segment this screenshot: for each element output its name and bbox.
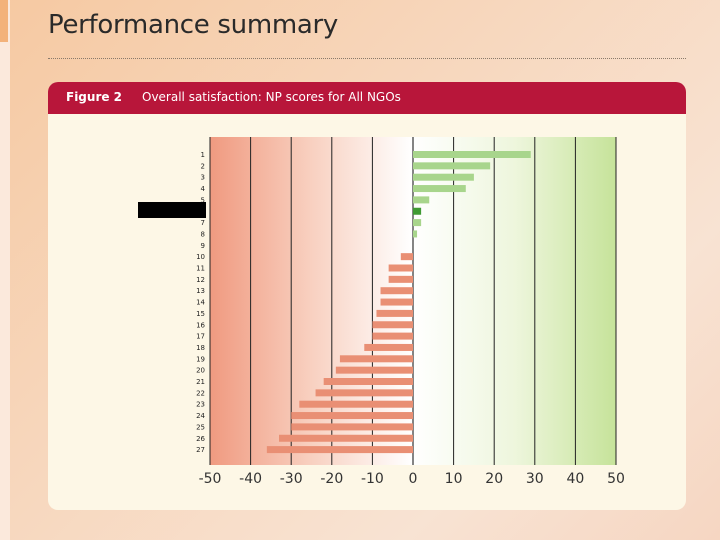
bar — [413, 230, 418, 238]
bar — [380, 298, 413, 306]
bar — [339, 355, 413, 363]
x-tick-label: -30 — [280, 471, 303, 487]
y-tick-label: 12 — [196, 276, 205, 284]
y-tick-label: 20 — [196, 367, 205, 375]
y-tick-label: 15 — [196, 310, 205, 318]
bar — [413, 207, 422, 215]
left-edge-strip — [0, 0, 10, 540]
bar — [323, 378, 413, 385]
bar — [291, 412, 413, 420]
x-tick-label: -40 — [239, 471, 262, 487]
y-tick-label: 3 — [201, 174, 205, 182]
y-tick-label: 8 — [201, 230, 205, 238]
bar — [400, 253, 413, 261]
bar — [364, 343, 413, 351]
x-tick-label: -10 — [361, 471, 384, 487]
bar — [315, 389, 413, 397]
bar — [335, 366, 413, 374]
y-tick-label: 18 — [196, 344, 205, 352]
bar — [299, 400, 413, 408]
y-tick-label: 24 — [196, 412, 205, 420]
y-tick-label: 22 — [196, 389, 205, 397]
dotted-divider — [48, 58, 686, 59]
plot-area-negative — [210, 137, 412, 465]
bar — [413, 151, 531, 158]
bar — [388, 264, 413, 272]
y-tick-label: 21 — [196, 378, 205, 386]
y-tick-label: 14 — [196, 299, 205, 307]
bar — [291, 423, 413, 431]
x-axis-labels: -50 -40 -30 -20 -10 0 10 20 30 40 50 — [199, 471, 625, 487]
y-tick-label: 19 — [196, 355, 205, 363]
bar — [376, 309, 413, 317]
y-tick-label: 4 — [201, 185, 206, 193]
y-tick-label: 16 — [196, 321, 205, 329]
y-tick-label: 26 — [196, 435, 205, 443]
corner-accent — [0, 0, 8, 42]
bar — [388, 275, 413, 283]
y-tick-label: 7 — [201, 219, 205, 227]
figure-header: Figure 2 Overall satisfaction: NP scores… — [48, 82, 686, 114]
y-tick-label: 1 — [201, 151, 205, 159]
y-tick-label: 17 — [196, 333, 205, 341]
bar — [413, 185, 466, 193]
redaction-box — [138, 202, 206, 218]
x-tick-label: 30 — [526, 471, 544, 487]
bar — [413, 162, 491, 170]
bar-series — [266, 151, 531, 454]
bar — [372, 321, 413, 329]
y-tick-label: 27 — [196, 446, 205, 454]
y-tick-label: 23 — [196, 401, 205, 409]
figure-label: Figure 2 — [66, 90, 123, 104]
x-tick-label: 0 — [409, 471, 418, 487]
y-tick-label: 9 — [201, 242, 205, 250]
y-tick-label: 13 — [196, 287, 205, 295]
x-tick-label: -50 — [199, 471, 222, 487]
x-tick-label: 50 — [607, 471, 625, 487]
y-tick-label: 10 — [196, 253, 205, 261]
y-axis-labels: 1234567891011121314151617181920212223242… — [196, 151, 205, 454]
y-tick-label: 2 — [201, 162, 205, 170]
page-title: Performance summary — [48, 10, 339, 40]
bar — [413, 196, 430, 204]
x-tick-label: 20 — [485, 471, 503, 487]
y-tick-label: 11 — [196, 265, 205, 273]
x-tick-label: 10 — [445, 471, 463, 487]
bar — [413, 219, 422, 227]
bar — [266, 446, 413, 454]
x-tick-label: 40 — [566, 471, 584, 487]
x-tick-label: -20 — [320, 471, 343, 487]
figure-title: Overall satisfaction: NP scores for All … — [142, 90, 401, 104]
bar — [279, 434, 413, 442]
y-tick-label: 25 — [196, 423, 205, 431]
y-tick-label: 5 — [201, 196, 205, 204]
bar — [380, 287, 413, 295]
bar — [372, 332, 413, 340]
bar — [413, 173, 474, 181]
